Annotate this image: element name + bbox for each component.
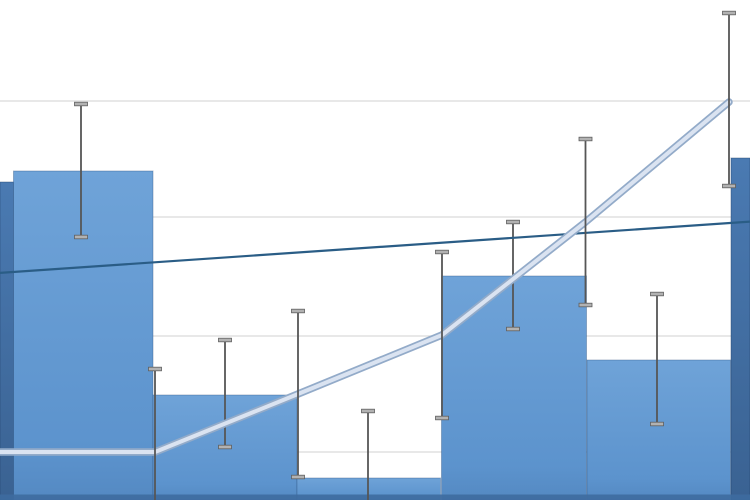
line-error-bar-cap bbox=[578, 136, 593, 142]
bar-column bbox=[441, 275, 587, 500]
bar-error-bar-cap bbox=[650, 291, 664, 297]
line-error-bar-cap bbox=[578, 302, 593, 308]
bar-column bbox=[730, 157, 750, 500]
bar-error-bar-cap bbox=[361, 408, 375, 414]
series-line-layer bbox=[0, 98, 733, 456]
series-line-core bbox=[0, 100, 731, 454]
bar-error-bar-cap bbox=[650, 421, 664, 427]
bar-error-bar-cap bbox=[506, 219, 520, 225]
bar-error-bar-cap bbox=[218, 337, 232, 343]
bars-layer bbox=[0, 157, 750, 500]
bar-error-bar-cap bbox=[74, 234, 88, 240]
bar-error-bar-cap bbox=[74, 101, 88, 107]
trendline bbox=[0, 220, 750, 274]
line-error-bars-layer bbox=[148, 10, 736, 500]
bar-column bbox=[586, 359, 731, 500]
line-error-bar-cap bbox=[722, 183, 736, 189]
line-error-bar-cap bbox=[435, 249, 449, 255]
line-error-bar-cap bbox=[291, 474, 305, 480]
bar-error-bar-cap bbox=[218, 444, 232, 450]
bar-error-bar-cap bbox=[506, 326, 520, 332]
line-error-bar-cap bbox=[291, 308, 305, 314]
bottom-band-layer bbox=[0, 494, 750, 500]
bar-column bbox=[13, 170, 154, 500]
line-error-bar-cap bbox=[435, 415, 449, 421]
line-error-bar-cap bbox=[148, 366, 162, 372]
line-error-bar-cap bbox=[722, 10, 736, 16]
trendline-layer bbox=[0, 220, 750, 274]
bottom-band bbox=[0, 494, 750, 500]
